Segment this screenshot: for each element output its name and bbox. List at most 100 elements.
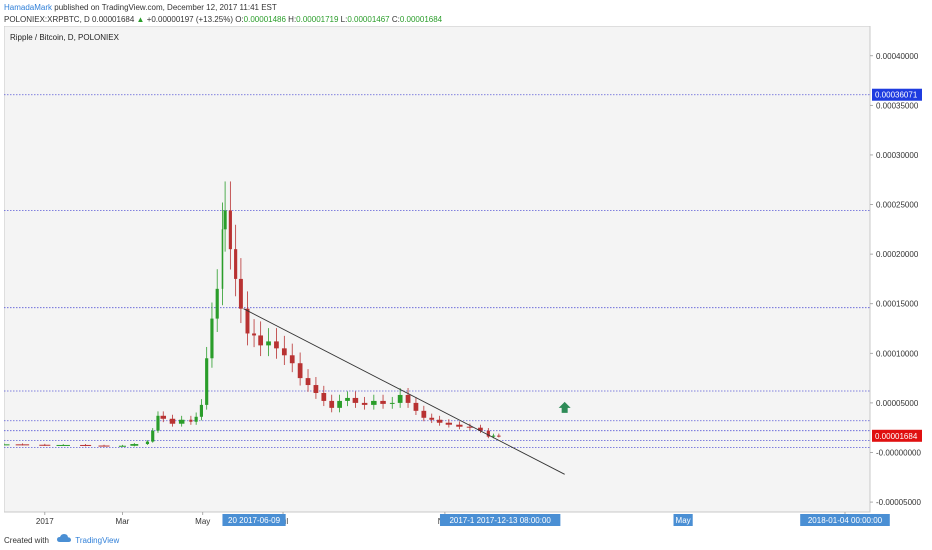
chart-frame[interactable]: 0.00040000 0.00035000 0.00030000 0.00025000… <box>0 25 922 530</box>
publish-info: published on TradingView.com, December 1… <box>52 3 277 12</box>
y-tick-label: 0.00040000 <box>876 52 919 61</box>
candle-body <box>39 444 51 446</box>
y-tick-label: -0.00005000 <box>876 498 921 507</box>
last-price: 0.00001684 <box>92 15 135 24</box>
time-badge-label: 20 2017-06-09 <box>228 516 281 525</box>
plot-area[interactable] <box>3 25 871 513</box>
candle-body <box>345 397 350 401</box>
candle-body <box>389 402 395 404</box>
time-badge <box>673 514 693 526</box>
candle-body <box>205 358 209 405</box>
chart-header: HamadaMark published on TradingView.com,… <box>4 2 924 26</box>
candle-body <box>210 318 214 359</box>
candle-body <box>151 430 155 442</box>
price-markers: 0.00036071 0.00001684 <box>872 88 922 442</box>
price-change: +0.00000197 (+13.25%) <box>146 15 233 24</box>
candle-body <box>194 416 198 422</box>
candle-body <box>156 415 160 431</box>
change-arrow-icon: ▲ <box>136 15 145 24</box>
footer: Created with TradingView <box>4 534 119 548</box>
candle-body <box>98 445 110 447</box>
open-label: O: <box>235 15 244 24</box>
candle-body <box>405 394 411 403</box>
time-badge-label: May <box>676 516 691 525</box>
y-tick-label: 0.00015000 <box>876 300 919 309</box>
time-badge <box>439 514 561 526</box>
candle-body <box>313 385 319 393</box>
candle-body <box>337 400 342 408</box>
y-tick-label: 0.00010000 <box>876 349 919 358</box>
arrow-layer <box>558 401 571 413</box>
y-tick-label: 0.00030000 <box>876 151 919 160</box>
candlestick-series <box>0 181 501 447</box>
y-tick-label: 0.00025000 <box>876 201 919 210</box>
candle-body <box>118 445 127 447</box>
time-badge <box>222 514 286 526</box>
x-tick-label: Mar <box>116 517 130 526</box>
price-marker-label: 0.00001684 <box>875 432 918 441</box>
low-label: L: <box>340 15 348 24</box>
candle-body <box>189 419 193 422</box>
candle-body <box>429 417 435 420</box>
price-marker-label: 0.00036071 <box>875 91 918 100</box>
candle-body <box>266 341 271 346</box>
candle-body <box>329 400 335 408</box>
candle-body <box>178 419 185 424</box>
close-value: 0.00001684 <box>399 15 443 24</box>
candle-body <box>421 410 427 418</box>
high-label: H: <box>288 15 297 24</box>
candle-body <box>15 444 30 446</box>
up-arrow-icon <box>558 401 571 413</box>
x-tick-label: 2017 <box>36 517 54 526</box>
y-tick-label: -0.00000000 <box>876 448 921 457</box>
candle-body <box>361 402 368 405</box>
candle-body <box>234 249 238 279</box>
candle-body <box>478 427 483 431</box>
author-link[interactable]: HamadaMark <box>4 3 53 12</box>
time-axis[interactable] <box>4 512 870 530</box>
candle-body <box>445 422 453 425</box>
candle-body <box>274 341 279 349</box>
candle-body <box>486 430 490 437</box>
close-label: C: <box>391 15 400 24</box>
candle-body <box>297 363 303 379</box>
time-badge-label: 2018-01-04 00:00:00 <box>808 516 883 525</box>
candle-body <box>466 426 474 428</box>
symbol-label: POLONIEX:XRPBTC, D <box>4 15 90 24</box>
time-badges: 20 2017-06-09202017-1 2017-12-13 08:00:0… <box>222 514 890 526</box>
candle-body <box>145 441 150 445</box>
price-marker-badge <box>872 429 922 442</box>
candle-body <box>305 378 311 386</box>
candle-body <box>228 210 232 250</box>
candle-body <box>492 435 496 437</box>
high-value: 0.00001719 <box>296 15 339 24</box>
tradingview-cloud-icon <box>57 534 72 548</box>
candle-body <box>413 402 419 411</box>
candle-body <box>160 415 167 419</box>
created-with-label: Created with <box>4 536 49 546</box>
candle-body <box>397 394 403 403</box>
candle-body <box>436 419 443 423</box>
y-tick-labels: 0.00040000 0.00035000 0.00030000 0.00025000… <box>870 52 921 507</box>
candle-body <box>289 355 295 364</box>
candle-body <box>199 404 203 417</box>
candle-body <box>252 333 257 336</box>
candle-body <box>371 400 377 405</box>
open-value: 0.00001486 <box>243 15 286 24</box>
candle-body <box>281 348 287 356</box>
y-tick-label: 0.00005000 <box>876 399 919 408</box>
candle-body <box>0 444 10 446</box>
trendline-layer <box>243 308 565 475</box>
candle-body <box>215 288 219 319</box>
tradingview-brand[interactable]: TradingView <box>75 536 120 546</box>
candle-body <box>245 308 250 334</box>
candle-body <box>169 418 176 424</box>
candle-body <box>56 444 70 446</box>
x-tick-label: May <box>195 517 210 526</box>
price-marker-badge <box>872 88 922 101</box>
trendline <box>243 308 565 475</box>
price-chart[interactable]: 0.00040000 0.00035000 0.00030000 0.00025000… <box>0 25 922 530</box>
candle-body <box>80 444 92 446</box>
low-value: 0.00001467 <box>347 15 390 24</box>
time-badge <box>800 514 890 526</box>
